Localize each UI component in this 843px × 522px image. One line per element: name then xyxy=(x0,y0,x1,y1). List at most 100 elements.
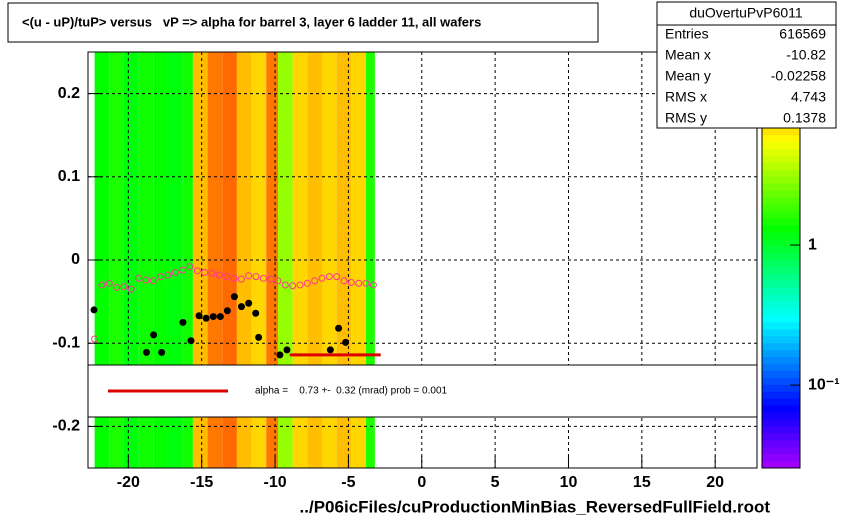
colorbar-cell xyxy=(762,454,800,462)
data-point xyxy=(342,338,350,346)
y-tick-label: 0 xyxy=(71,251,80,268)
profile-point xyxy=(296,281,304,289)
profile-point xyxy=(303,279,311,287)
colorbar-cell xyxy=(762,253,800,261)
plot-area xyxy=(88,52,757,468)
data-point xyxy=(143,348,151,356)
x-tick-label: 10 xyxy=(560,474,578,491)
profile-point xyxy=(259,274,267,282)
profile-point xyxy=(340,277,348,285)
colorbar-cell xyxy=(762,218,800,226)
profile-point xyxy=(186,263,194,271)
data-point xyxy=(223,307,231,315)
data-point xyxy=(187,337,195,345)
profile-point xyxy=(252,273,260,281)
data-point xyxy=(195,312,203,320)
colorbar-cell xyxy=(762,308,800,316)
x-tick-label: -10 xyxy=(263,474,286,491)
data-point xyxy=(158,348,166,356)
colorbar-cell xyxy=(762,190,800,199)
heatmap-cell xyxy=(192,52,208,468)
x-axis-title: ../P06icFiles/cuProductionMinBias_Revers… xyxy=(300,497,771,516)
colorbar-cell xyxy=(762,176,800,185)
profile-point xyxy=(281,281,289,289)
x-tick-label: 5 xyxy=(491,474,500,491)
colorbar-cell xyxy=(762,273,800,282)
x-tick-label: 0 xyxy=(417,474,426,491)
colorbar-cell xyxy=(762,336,800,344)
z-tick-label: 10⁻¹ xyxy=(808,376,840,393)
profile-point xyxy=(113,283,121,291)
z-tick-label: 1 xyxy=(808,236,817,253)
profile-point xyxy=(369,281,377,289)
colorbar-cell xyxy=(762,357,800,365)
profile-point xyxy=(333,273,341,281)
colorbar-cell xyxy=(762,447,800,455)
colorbar-cell xyxy=(762,211,800,219)
heatmap-cell xyxy=(182,52,193,468)
x-tick-label: 15 xyxy=(633,474,651,491)
colorbar-cell xyxy=(762,350,800,358)
stats-title: duOvertuPvP6011 xyxy=(689,5,803,21)
stats-value: -0.02258 xyxy=(771,68,826,84)
title-box xyxy=(7,2,599,43)
stats-label: Mean x xyxy=(665,47,711,63)
data-point xyxy=(209,313,217,321)
profile-point xyxy=(98,281,106,289)
heatmap-cell xyxy=(167,52,183,468)
stats-label: RMS y xyxy=(665,110,707,126)
profile-point xyxy=(347,278,355,286)
data-point xyxy=(255,333,263,341)
y-tick-label: 0.1 xyxy=(58,168,80,185)
colorbar-cell xyxy=(762,149,800,157)
data-point xyxy=(237,303,245,311)
profile-point xyxy=(215,271,223,279)
legend-text: alpha = 0.73 +- 0.32 (mrad) prob = 0.001 xyxy=(255,386,448,397)
stats-value: -10.82 xyxy=(786,47,826,63)
profile-point xyxy=(142,276,150,284)
profile-point xyxy=(120,283,128,291)
heatmap-cell xyxy=(277,52,293,468)
colorbar-cell xyxy=(762,246,800,254)
colorbar-cell xyxy=(762,232,800,240)
colorbar-cell xyxy=(762,156,800,164)
stats-label: RMS x xyxy=(665,89,707,105)
data-point xyxy=(283,346,291,354)
profile-point xyxy=(245,272,253,280)
chart-title: <(u - uP)/tuP> versus vP => alpha for ba… xyxy=(22,14,481,29)
stats-label: Mean y xyxy=(665,68,711,84)
colorbar-cell xyxy=(762,329,800,337)
colorbar-cell xyxy=(762,419,800,427)
colorbar-cell xyxy=(762,461,800,469)
heatmap-cell xyxy=(138,52,154,468)
colorbar-cell xyxy=(762,384,800,393)
colorbar-cell xyxy=(762,239,800,247)
data-point xyxy=(230,293,238,301)
data-point xyxy=(202,314,210,322)
stats-label: Entries xyxy=(665,26,709,42)
heatmap-cell xyxy=(109,52,124,468)
stats-value: 4.743 xyxy=(791,89,826,105)
colorbar-cell xyxy=(762,377,800,386)
data-point xyxy=(276,351,284,359)
colorbar-cell xyxy=(762,364,800,372)
y-tick-label: -0.2 xyxy=(52,418,80,435)
heatmap-cell xyxy=(336,52,352,468)
colorbar-cell xyxy=(762,204,800,212)
colorbar-cell xyxy=(762,280,800,289)
profile-point xyxy=(91,335,99,343)
colorbar-cell xyxy=(762,142,800,150)
heatmap-cell xyxy=(266,52,278,468)
y-tick-label: 0.2 xyxy=(58,85,80,102)
data-point xyxy=(245,299,253,307)
colorbar-cell xyxy=(762,294,800,303)
colorbar-cell xyxy=(762,315,800,323)
colorbar-cell xyxy=(762,405,800,414)
data-point xyxy=(326,346,334,354)
colorbar-cell xyxy=(762,426,800,434)
stats-frame xyxy=(656,1,837,129)
heatmap-cell xyxy=(307,52,323,468)
colorbar-cell xyxy=(762,197,800,206)
profile-point xyxy=(230,274,238,282)
profile-point xyxy=(289,282,297,290)
